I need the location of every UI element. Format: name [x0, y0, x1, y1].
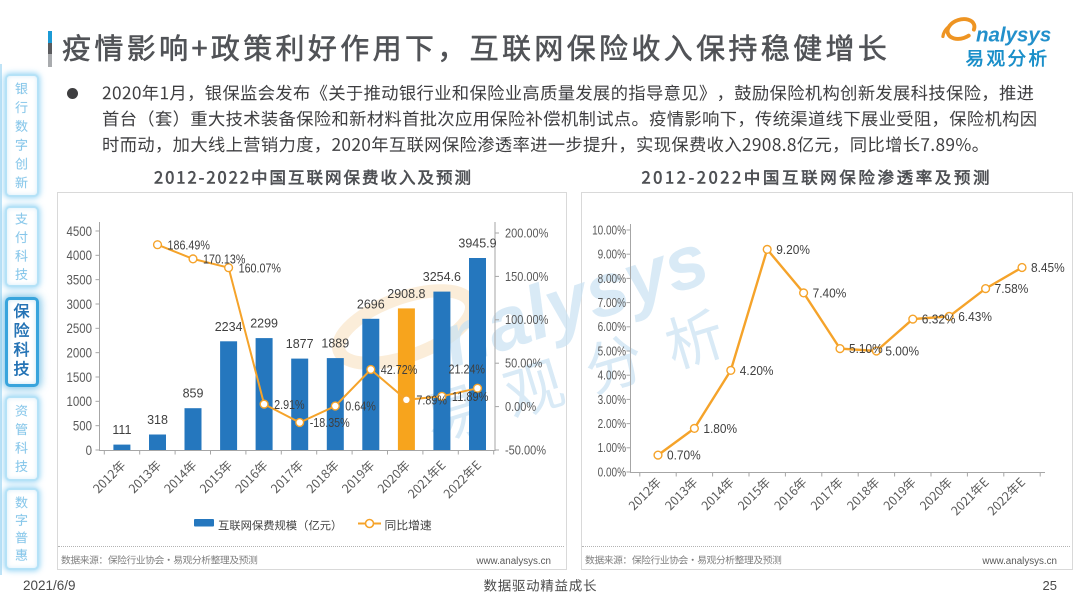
- svg-text:25: 25: [1043, 578, 1057, 593]
- svg-text:6.32%: 6.32%: [922, 313, 956, 327]
- svg-text:3500: 3500: [67, 272, 93, 288]
- svg-text:3254.6: 3254.6: [423, 270, 461, 284]
- svg-text:7.58%: 7.58%: [995, 282, 1029, 296]
- svg-text:www.analysys.cn: www.analysys.cn: [981, 556, 1057, 567]
- svg-text:1500: 1500: [67, 369, 93, 385]
- svg-text:10.00%: 10.00%: [592, 223, 626, 237]
- svg-text:6.43%: 6.43%: [958, 310, 992, 324]
- svg-text:-50.00%: -50.00%: [505, 443, 546, 457]
- svg-text:2696: 2696: [357, 297, 385, 311]
- svg-text:7.00%: 7.00%: [598, 296, 626, 310]
- svg-text:4000: 4000: [67, 247, 93, 263]
- svg-text:nalysys: nalysys: [976, 24, 1051, 47]
- svg-text:500: 500: [73, 418, 92, 434]
- svg-text:6.00%: 6.00%: [598, 320, 626, 334]
- svg-text:8.45%: 8.45%: [1031, 261, 1065, 275]
- svg-text:4500: 4500: [67, 223, 93, 239]
- svg-text:2500: 2500: [67, 320, 93, 336]
- svg-text:0.64%: 0.64%: [345, 400, 376, 414]
- svg-text:0.00%: 0.00%: [598, 465, 626, 479]
- svg-text:50.00%: 50.00%: [505, 357, 542, 371]
- svg-text:42.72%: 42.72%: [381, 363, 418, 377]
- svg-text:7.40%: 7.40%: [813, 287, 847, 301]
- svg-text:21.24%: 21.24%: [449, 363, 486, 377]
- svg-text:1889: 1889: [321, 337, 349, 351]
- svg-text:1000: 1000: [67, 393, 93, 409]
- svg-text:2000: 2000: [67, 345, 93, 361]
- svg-text:1877: 1877: [286, 337, 314, 351]
- svg-text:150.00%: 150.00%: [505, 270, 548, 284]
- svg-text:www.analysys.cn: www.analysys.cn: [475, 556, 551, 567]
- svg-text:0.70%: 0.70%: [667, 449, 701, 463]
- svg-text:4.20%: 4.20%: [740, 364, 774, 378]
- svg-text:5.10%: 5.10%: [849, 342, 883, 356]
- svg-text:7.89%: 7.89%: [416, 394, 447, 408]
- svg-text:1.80%: 1.80%: [703, 422, 737, 436]
- svg-text:1.00%: 1.00%: [598, 441, 626, 455]
- svg-text:3945.9: 3945.9: [458, 237, 496, 251]
- svg-text:2.91%: 2.91%: [274, 398, 305, 412]
- svg-text:186.49%: 186.49%: [168, 238, 210, 252]
- svg-text:2234: 2234: [215, 320, 243, 334]
- svg-text:-18.35%: -18.35%: [310, 416, 350, 430]
- svg-text:2299: 2299: [250, 317, 278, 331]
- svg-text:2908.8: 2908.8: [387, 287, 425, 301]
- svg-text:2021/6/9: 2021/6/9: [23, 578, 76, 593]
- svg-text:3.00%: 3.00%: [598, 393, 626, 407]
- svg-text:170.13%: 170.13%: [203, 253, 245, 267]
- svg-text:11.89%: 11.89%: [452, 390, 489, 404]
- svg-text:4.00%: 4.00%: [598, 369, 626, 383]
- svg-text:859: 859: [183, 387, 204, 401]
- svg-text:0: 0: [86, 442, 93, 458]
- svg-text:111: 111: [112, 423, 131, 437]
- svg-text:318: 318: [147, 413, 168, 427]
- svg-text:5.00%: 5.00%: [885, 345, 919, 359]
- svg-text:9.00%: 9.00%: [598, 248, 626, 262]
- svg-text:3000: 3000: [67, 296, 93, 312]
- svg-text:100.00%: 100.00%: [505, 313, 548, 327]
- svg-text:2.00%: 2.00%: [598, 417, 626, 431]
- svg-text:5.00%: 5.00%: [598, 344, 626, 358]
- svg-text:200.00%: 200.00%: [505, 226, 548, 240]
- svg-text:0.00%: 0.00%: [505, 400, 536, 414]
- svg-text:8.00%: 8.00%: [598, 272, 626, 286]
- svg-text:9.20%: 9.20%: [776, 243, 810, 257]
- svg-text:160.07%: 160.07%: [239, 261, 281, 275]
